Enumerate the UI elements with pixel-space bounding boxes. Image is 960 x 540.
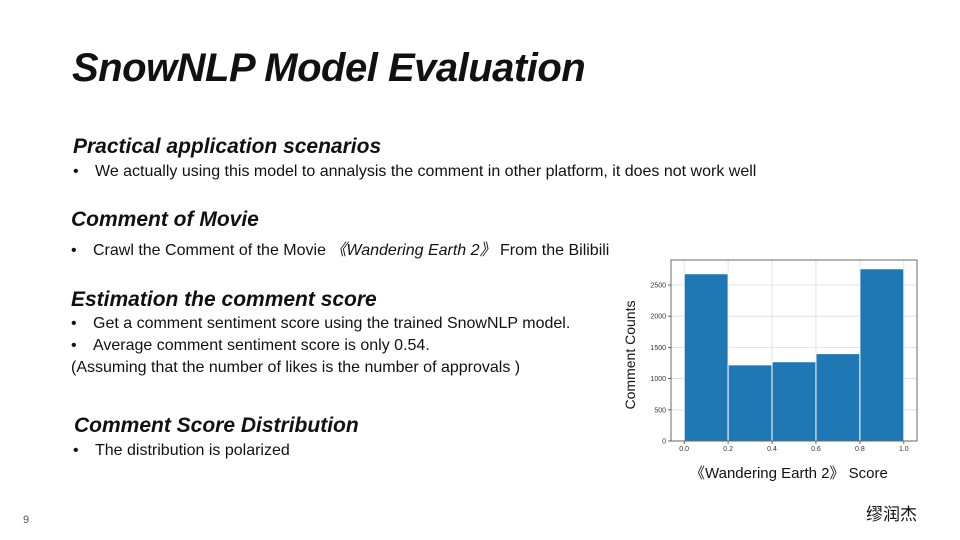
practical-heading: Practical application scenarios (73, 135, 382, 158)
histogram-bar (771, 361, 817, 442)
estimation-heading: Estimation the comment score (71, 288, 377, 311)
x-tick-label: 0.4 (767, 446, 777, 453)
movie-bullet-suffix: From the Bilibili (500, 242, 610, 259)
estimation-bullet-2: Average comment sentiment score is only … (71, 337, 430, 355)
histogram-bar (815, 353, 861, 442)
slide-title: SnowNLP Model Evaluation (72, 46, 586, 90)
y-tick-label: 0 (662, 439, 666, 446)
histogram-chart: 0 500 1000 1500 2000 2500 0.0 0.2 0.4 0.6 0.8 1.0 C… (615, 252, 925, 454)
histogram-bar (727, 364, 773, 442)
y-axis-label: Comment Counts (622, 301, 638, 410)
movie-heading: Comment of Movie (71, 208, 259, 231)
histogram-bar (683, 273, 729, 442)
chart-ticks: 0 500 1000 1500 2000 2500 0.0 0.2 0.4 0.6 0.8 1.0 (650, 282, 908, 453)
movie-bullet: Crawl the Comment of the Movie 《Wanderin… (71, 236, 609, 260)
y-tick-label: 1500 (650, 345, 666, 352)
movie-bullet-prefix: Crawl the Comment of the Movie (71, 242, 330, 259)
x-tick-label: 0.2 (723, 446, 733, 453)
x-tick-label: 1.0 (899, 446, 909, 453)
chart-bars (683, 268, 905, 442)
x-tick-label: 0.0 (679, 446, 689, 453)
x-axis-label: 《Wandering Earth 2》 Score (690, 465, 888, 482)
page-number: 9 (23, 514, 30, 526)
estimation-bullet-2-text: Average comment sentiment score is only … (71, 337, 430, 354)
y-tick-label: 2500 (650, 282, 666, 289)
practical-bullet-text: We actually using this model to annalysi… (73, 163, 756, 180)
distribution-bullet-text: The distribution is polarized (73, 442, 290, 459)
distribution-heading: Comment Score Distribution (74, 414, 359, 437)
plot-frame (670, 259, 918, 442)
y-tick-label: 2000 (650, 314, 666, 321)
x-tick-label: 0.6 (811, 446, 821, 453)
distribution-bullet: The distribution is polarized (73, 442, 290, 460)
practical-bullet: We actually using this model to annalysi… (73, 163, 756, 181)
estimation-bullet-1: Get a comment sentiment score using the … (71, 315, 570, 333)
x-tick-label: 0.8 (855, 446, 865, 453)
author-name: 缪润杰 (866, 505, 917, 525)
estimation-bullet-1-text: Get a comment sentiment score using the … (71, 315, 570, 332)
y-tick-label: 1000 (650, 376, 666, 383)
histogram-bar (859, 268, 905, 442)
chart-axes (670, 259, 918, 442)
movie-bullet-title: 《Wandering Earth 2》 (330, 242, 496, 259)
estimation-note: (Assuming that the number of likes is th… (71, 359, 521, 376)
y-tick-label: 500 (654, 407, 666, 414)
